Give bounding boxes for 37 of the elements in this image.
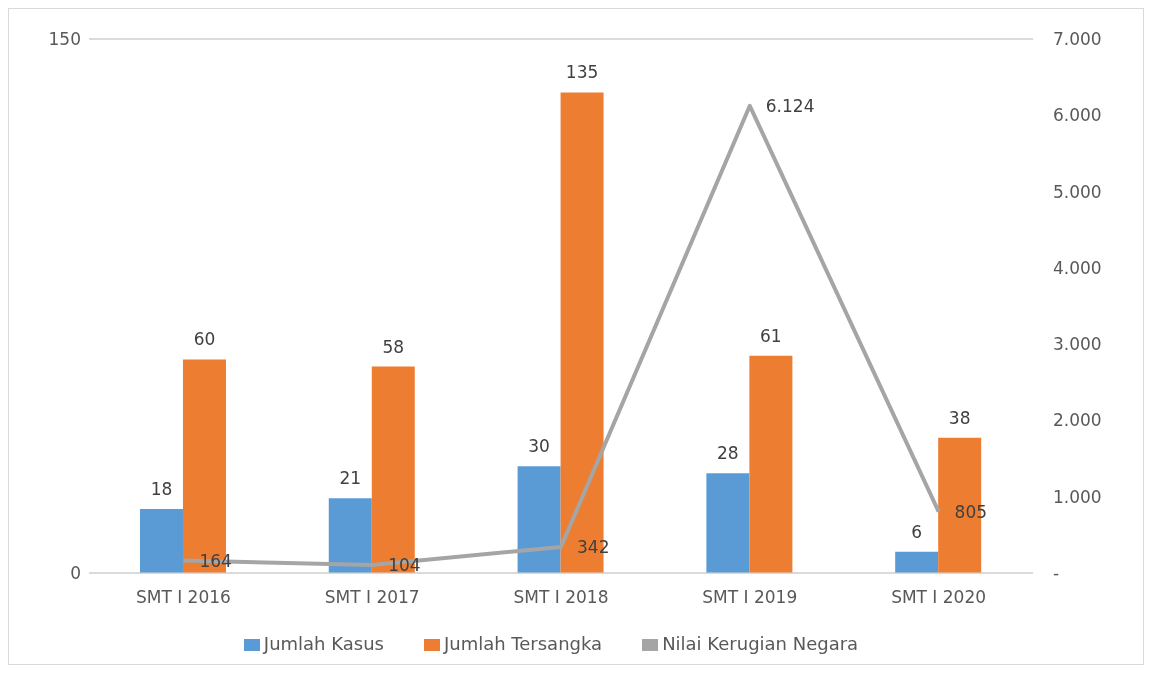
y2-tick-label: 4.000	[1053, 257, 1102, 278]
bar	[895, 551, 939, 573]
x-tick-label: SMT I 2019	[702, 587, 798, 608]
data-label: 6.124	[765, 95, 815, 116]
bar	[139, 508, 183, 573]
data-label: 61	[760, 325, 782, 346]
legend-label: Jumlah Tersangka	[443, 633, 603, 654]
y2-tick-label: 6.000	[1053, 105, 1102, 126]
y2-tick-label: 3.000	[1053, 334, 1102, 355]
data-label: 60	[193, 329, 216, 350]
y2-tick-label: 5.000	[1053, 181, 1102, 202]
data-label: 30	[528, 436, 550, 457]
data-label: 38	[948, 407, 971, 428]
bar	[706, 473, 750, 573]
data-label: 135	[565, 62, 599, 83]
legend-label: Nilai Kerugian Negara	[662, 633, 859, 654]
data-label: 28	[717, 443, 739, 464]
x-tick-label: SMT I 2020	[891, 587, 987, 608]
legend-label: Jumlah Kasus	[263, 633, 384, 654]
data-label: 58	[382, 336, 405, 357]
x-tick-label: SMT I 2017	[324, 587, 420, 608]
data-label: 104	[388, 555, 421, 576]
y2-tick-label: -	[1053, 563, 1060, 584]
data-label: 18	[150, 478, 173, 499]
bar	[517, 466, 561, 573]
y-tick-label: 150	[48, 29, 81, 50]
data-label: 164	[199, 550, 232, 571]
bar	[749, 355, 793, 573]
x-tick-label: SMT I 2016	[135, 587, 231, 608]
x-tick-label: SMT I 2018	[513, 587, 609, 608]
y2-tick-label: 2.000	[1053, 410, 1102, 431]
y2-tick-label: 1.000	[1053, 486, 1102, 507]
data-label: 6	[911, 521, 923, 542]
y-tick-label: 0	[70, 563, 81, 584]
y2-tick-label: 7.000	[1053, 29, 1102, 50]
bar	[328, 498, 372, 573]
data-label: 21	[339, 468, 362, 489]
